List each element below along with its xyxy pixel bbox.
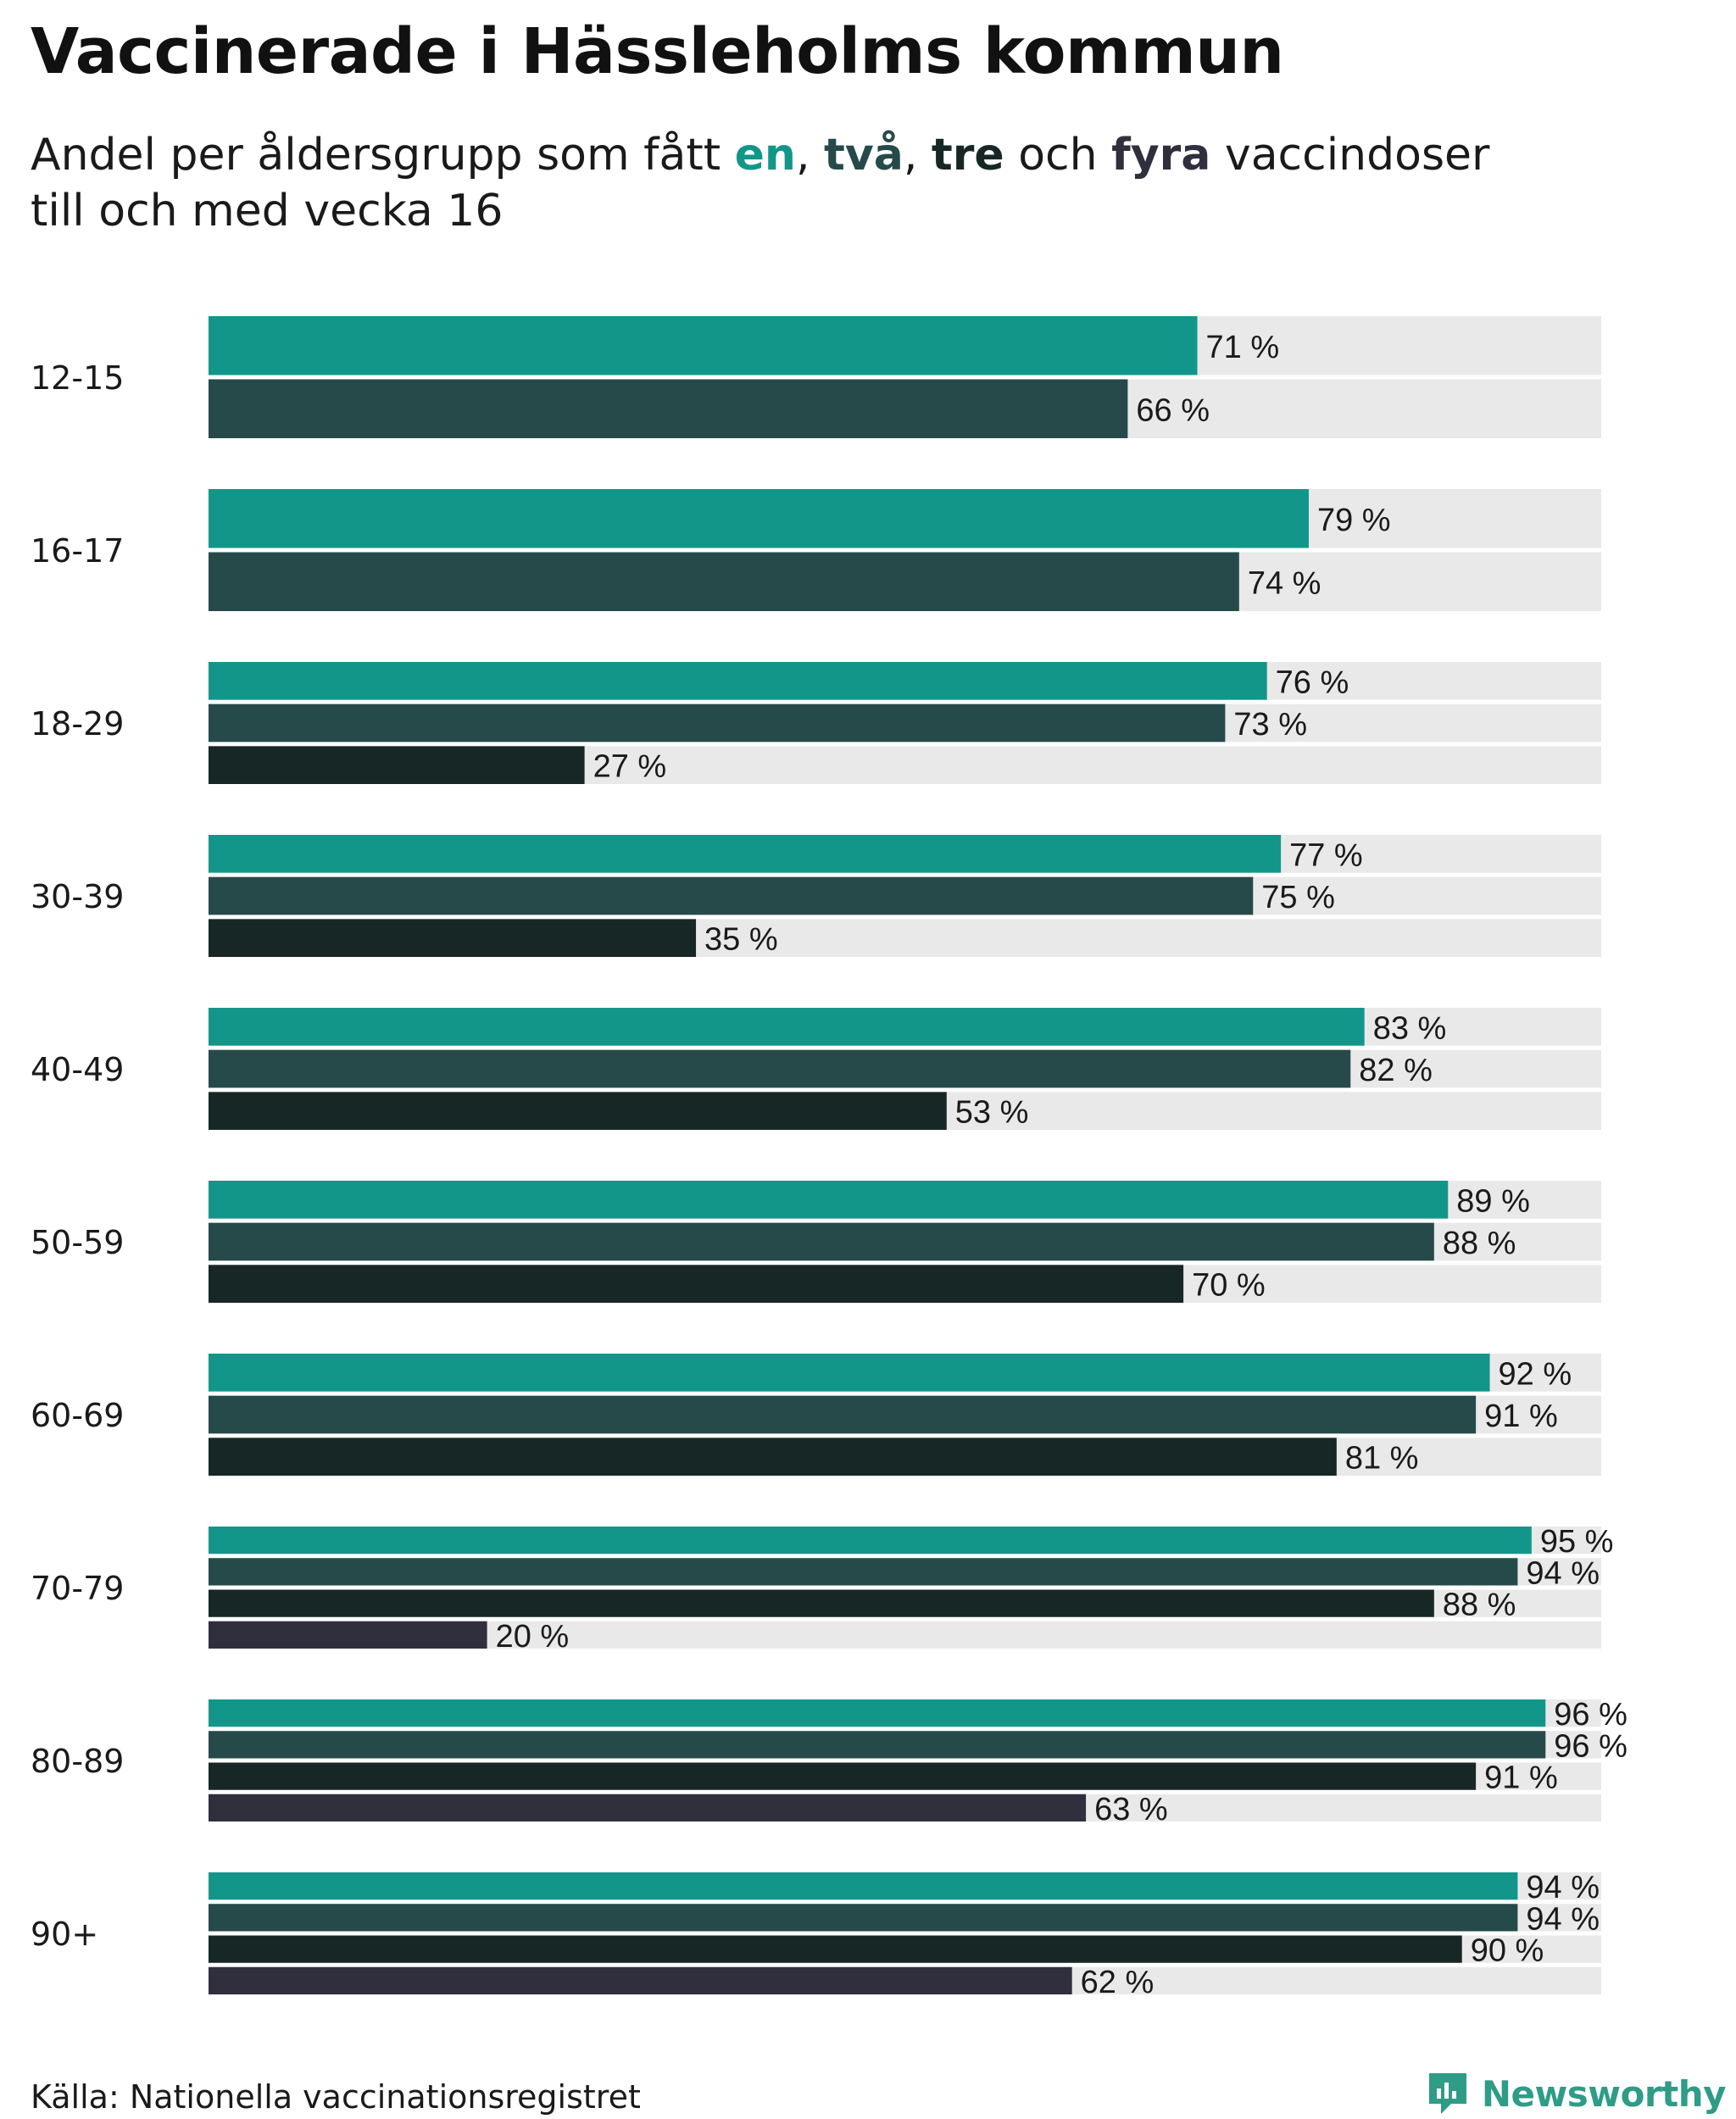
chart-subtitle: Andel per åldersgrupp som fått en, två, … xyxy=(31,127,1489,239)
brand-logo: Newsworthy xyxy=(1426,2070,1727,2117)
bar-dose-3 xyxy=(209,1438,1337,1476)
value-label: 91 % xyxy=(1484,1760,1558,1796)
value-label: 96 % xyxy=(1554,1697,1628,1732)
bar-dose-2 xyxy=(209,1904,1518,1932)
category-label: 30-39 xyxy=(31,878,124,915)
value-label: 63 % xyxy=(1094,1792,1168,1827)
newsworthy-logo-icon xyxy=(1428,2073,1466,2114)
value-label: 96 % xyxy=(1554,1728,1628,1764)
bar-dose-2 xyxy=(209,704,1226,742)
bar-dose-1 xyxy=(209,1699,1546,1727)
bar-dose-1 xyxy=(209,1008,1365,1046)
bar-dose-1 xyxy=(209,316,1198,375)
legend-dose-4: fyra xyxy=(1111,130,1211,181)
bar-dose-2 xyxy=(209,1558,1518,1586)
category-label: 90+ xyxy=(31,1916,98,1953)
value-label: 62 % xyxy=(1081,1965,1155,2000)
value-label: 94 % xyxy=(1526,1870,1600,1905)
legend-dose-3: tre xyxy=(931,130,1004,181)
value-label: 35 % xyxy=(704,922,778,958)
value-label: 81 % xyxy=(1345,1441,1419,1477)
value-label: 75 % xyxy=(1261,880,1335,915)
bar-dose-4 xyxy=(209,1966,1072,1994)
bar-dose-3 xyxy=(209,1092,947,1130)
category-label: 80-89 xyxy=(31,1743,124,1780)
bar-dose-3 xyxy=(209,1762,1477,1790)
value-label: 66 % xyxy=(1136,392,1210,428)
category-label: 40-49 xyxy=(31,1051,124,1088)
value-label: 53 % xyxy=(955,1095,1029,1131)
value-label: 79 % xyxy=(1317,503,1391,538)
value-label: 71 % xyxy=(1206,330,1280,365)
subtitle-line-1: Andel per åldersgrupp som fått en, två, … xyxy=(31,127,1489,183)
chart-title: Vaccinerade i Hässleholms kommun xyxy=(31,15,1284,88)
bar-dose-1 xyxy=(209,1354,1490,1392)
value-label: 76 % xyxy=(1276,665,1349,700)
brand-name: Newsworthy xyxy=(1481,2072,1727,2115)
value-label: 92 % xyxy=(1499,1356,1572,1392)
bar-dose-2 xyxy=(209,876,1254,915)
value-label: 70 % xyxy=(1192,1268,1266,1304)
subtitle-suffix: vaccindoser xyxy=(1210,130,1490,181)
bar-chart: 12-15 71 % 66 % 16-17 79 % 74 % 18-29 76 % 73 % 2… xyxy=(31,316,1628,2000)
value-label: 89 % xyxy=(1456,1183,1530,1219)
value-label: 91 % xyxy=(1484,1399,1558,1434)
category-label: 60-69 xyxy=(31,1397,124,1434)
value-label: 95 % xyxy=(1540,1524,1614,1560)
bar-dose-3 xyxy=(209,1589,1434,1617)
bar-dose-2 xyxy=(209,1222,1434,1261)
category-label: 18-29 xyxy=(31,705,124,742)
bar-dose-3 xyxy=(209,1265,1184,1303)
subtitle-conj: och xyxy=(1004,130,1112,181)
category-label: 70-79 xyxy=(31,1570,124,1607)
bar-dose-1 xyxy=(209,835,1282,873)
value-label: 88 % xyxy=(1443,1226,1516,1261)
bar-dose-3 xyxy=(209,746,585,784)
value-label: 27 % xyxy=(593,749,667,785)
value-label: 82 % xyxy=(1359,1053,1433,1088)
source-note: Källa: Nationella vaccinationsregistret xyxy=(31,2078,641,2116)
value-label: 90 % xyxy=(1471,1933,1544,1969)
bar-dose-3 xyxy=(209,919,697,957)
bar-dose-1 xyxy=(209,1527,1532,1554)
legend-dose-1: en xyxy=(734,130,796,181)
bar-dose-2 xyxy=(209,1049,1351,1088)
category-label: 16-17 xyxy=(31,532,124,570)
bar-dose-1 xyxy=(209,1181,1449,1219)
subtitle-prefix: Andel per åldersgrupp som fått xyxy=(31,130,735,181)
value-label: 94 % xyxy=(1526,1901,1600,1937)
subtitle-sep-2: , xyxy=(903,130,932,181)
value-label: 94 % xyxy=(1526,1555,1600,1591)
bar-dose-1 xyxy=(209,662,1267,700)
bar-dose-2 xyxy=(209,1731,1546,1759)
value-label: 83 % xyxy=(1373,1010,1447,1046)
bar-dose-2 xyxy=(209,1395,1477,1434)
bar-dose-3 xyxy=(209,1935,1462,1963)
value-label: 73 % xyxy=(1233,707,1307,742)
bar-dose-4 xyxy=(209,1621,487,1649)
subtitle-line-2: till och med vecka 16 xyxy=(31,186,504,236)
category-label: 12-15 xyxy=(31,359,124,397)
subtitle-sep-1: , xyxy=(795,130,825,181)
value-label: 77 % xyxy=(1289,837,1363,873)
legend-dose-2: två xyxy=(824,130,904,181)
value-label: 88 % xyxy=(1443,1588,1516,1623)
bar-dose-1 xyxy=(209,1872,1518,1900)
bar-dose-1 xyxy=(209,489,1309,548)
value-label: 20 % xyxy=(496,1619,570,1655)
bar-dose-2 xyxy=(209,552,1239,611)
bar-dose-4 xyxy=(209,1794,1087,1821)
category-label: 50-59 xyxy=(31,1224,124,1261)
bar-dose-2 xyxy=(209,379,1128,438)
value-label: 74 % xyxy=(1248,565,1321,601)
